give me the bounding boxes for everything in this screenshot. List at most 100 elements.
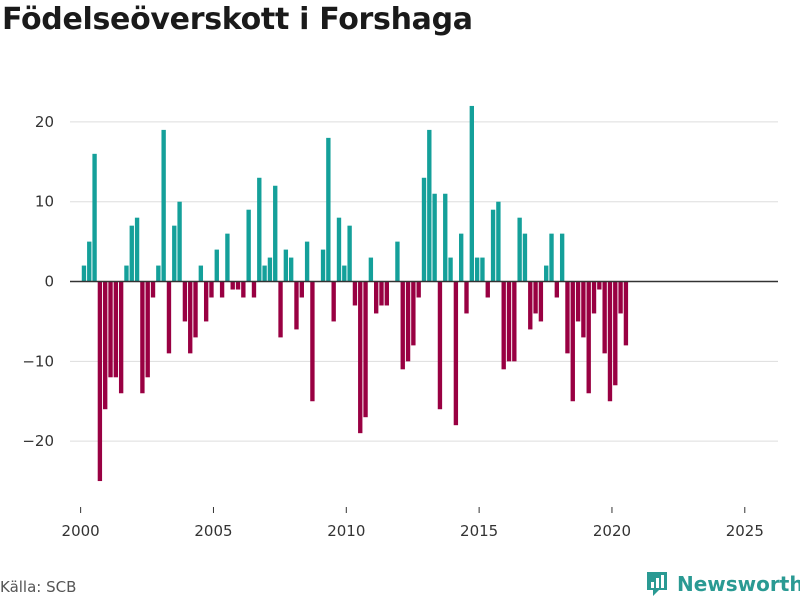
bar-negative — [581, 281, 586, 338]
y-tick-label: −10 — [22, 352, 54, 370]
bar-negative — [145, 281, 150, 378]
x-tick-label: 2010 — [327, 522, 365, 540]
bar-positive — [474, 257, 480, 282]
bar-negative — [310, 281, 315, 402]
bar-positive — [198, 265, 204, 282]
bar-positive — [496, 201, 501, 282]
y-tick-label: 0 — [44, 273, 54, 291]
bar-positive — [288, 257, 294, 282]
bar-positive — [336, 217, 342, 282]
bar-negative — [453, 281, 459, 426]
bar-negative — [623, 281, 629, 346]
bar-negative — [251, 281, 257, 298]
bar-negative — [528, 281, 533, 330]
bar-positive — [421, 177, 427, 282]
brand-logo[interactable]: Newsworthy — [645, 570, 800, 598]
bar-negative — [235, 281, 241, 290]
bar-positive — [368, 257, 374, 282]
bar-negative — [358, 281, 363, 434]
bar-positive — [469, 105, 474, 282]
bar-positive — [273, 185, 278, 282]
bar-positive — [517, 217, 522, 282]
bar-negative — [506, 281, 512, 362]
bar-negative — [565, 281, 570, 354]
bar-positive — [87, 241, 92, 282]
bar-negative — [241, 281, 246, 298]
y-tick-label: 10 — [35, 193, 54, 211]
bar-positive — [124, 265, 129, 282]
bar-negative — [118, 281, 124, 394]
bar-negative — [108, 281, 113, 378]
bar-positive — [432, 193, 437, 282]
bar-negative — [501, 281, 506, 370]
bar-positive — [326, 137, 331, 282]
bar-positive — [161, 129, 166, 282]
bar-positive — [544, 265, 549, 282]
bar-negative — [379, 281, 384, 306]
y-axis: −20 −10 0 10 20 — [22, 113, 54, 450]
bar-negative — [597, 281, 602, 290]
newsworthy-icon — [647, 572, 667, 596]
bar-positive — [304, 241, 310, 282]
bar-negative — [485, 281, 490, 298]
bar-positive — [246, 209, 251, 282]
bar-negative — [586, 281, 591, 394]
y-tick-label: −20 — [22, 432, 54, 450]
bar-positive — [427, 129, 432, 282]
bar-positive — [129, 225, 134, 282]
bar-positive — [320, 249, 326, 282]
bar-positive — [347, 225, 352, 282]
bar-negative — [570, 281, 575, 402]
x-axis: 2000 2005 2010 2015 2020 2025 — [62, 507, 764, 540]
bar-positive — [177, 201, 182, 282]
x-tick-label: 2025 — [726, 522, 764, 540]
bar-positive — [257, 177, 262, 282]
bar-negative — [411, 281, 416, 346]
bar-negative — [140, 281, 145, 394]
bar-positive — [134, 217, 140, 282]
bar-negative — [591, 281, 597, 314]
bar-negative — [103, 281, 108, 410]
bar-negative — [299, 281, 304, 298]
bar-negative — [294, 281, 299, 330]
bar-positive — [480, 257, 485, 282]
bar-negative — [602, 281, 607, 354]
brand-name: Newsworthy — [677, 572, 800, 596]
bar-positive — [342, 265, 347, 282]
bar-positive — [172, 225, 177, 282]
bar-negative — [554, 281, 560, 298]
bar-negative — [166, 281, 172, 354]
bar-negative — [384, 281, 389, 306]
bar-positive — [262, 265, 267, 282]
bar-negative — [512, 281, 517, 362]
bar-positive — [448, 257, 453, 282]
bar-negative — [230, 281, 235, 290]
bar-negative — [209, 281, 214, 298]
x-tick-label: 2020 — [593, 522, 631, 540]
bar-negative — [193, 281, 198, 338]
bar-negative — [533, 281, 538, 314]
bar-negative — [538, 281, 544, 322]
bar-negative — [400, 281, 405, 370]
bar-negative — [363, 281, 368, 418]
bar-positive — [395, 241, 400, 282]
bar-negative — [575, 281, 581, 322]
bar-positive — [81, 265, 87, 282]
bars — [81, 105, 629, 482]
bar-negative — [437, 281, 443, 410]
bar-positive — [267, 257, 273, 282]
bar-negative — [352, 281, 358, 306]
chart-title: Födelseöverskott i Forshaga — [2, 2, 473, 37]
bar-negative — [150, 281, 156, 298]
bar-positive — [92, 153, 97, 282]
bar-negative — [607, 281, 613, 402]
bar-negative — [113, 281, 119, 378]
bar-negative — [618, 281, 623, 314]
bar-negative — [188, 281, 193, 354]
bar-negative — [613, 281, 618, 386]
bar-positive — [459, 233, 464, 282]
source-note: Källa: SCB — [0, 578, 77, 596]
bar-positive — [522, 233, 528, 282]
bar-positive — [283, 249, 289, 282]
